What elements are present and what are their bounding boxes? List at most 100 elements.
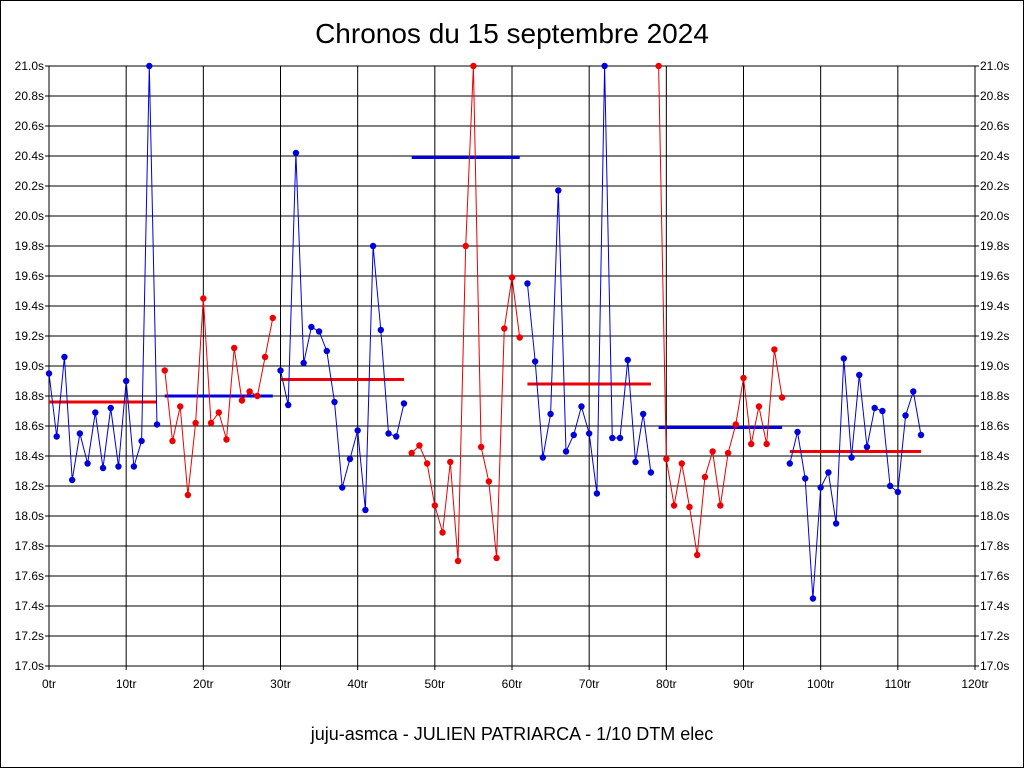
data-point xyxy=(447,458,454,466)
data-point xyxy=(840,355,848,362)
y-tick-label-right: 17.6s xyxy=(980,569,1009,583)
data-point xyxy=(184,491,192,499)
y-tick-label-right: 21.0s xyxy=(980,59,1009,73)
data-point xyxy=(894,488,902,496)
y-tick-label: 19.4s xyxy=(15,299,44,313)
data-point xyxy=(431,502,439,509)
data-point xyxy=(902,412,909,419)
data-point xyxy=(562,448,570,455)
data-point xyxy=(585,430,593,437)
y-tick-label: 18.4s xyxy=(15,449,44,463)
data-point xyxy=(277,367,284,374)
x-tick-label: 40tr xyxy=(347,677,368,691)
y-tick-label: 20.4s xyxy=(15,149,44,163)
y-tick-label: 18.0s xyxy=(15,509,44,523)
data-point xyxy=(817,484,824,491)
y-tick-label: 19.2s xyxy=(15,329,44,343)
y-tick-label: 17.4s xyxy=(15,599,44,613)
y-tick-label: 20.0s xyxy=(15,209,44,223)
data-point xyxy=(454,557,462,565)
y-tick-label: 19.0s xyxy=(15,359,44,373)
y-tick-label-right: 19.4s xyxy=(980,299,1009,313)
data-point xyxy=(138,437,145,445)
data-point xyxy=(300,359,307,367)
data-point xyxy=(809,595,817,602)
data-point xyxy=(748,440,755,448)
data-point xyxy=(84,460,91,467)
y-tick-label: 17.2s xyxy=(15,629,44,643)
data-point xyxy=(393,433,400,440)
data-point xyxy=(485,478,493,485)
data-point xyxy=(493,554,500,562)
data-point xyxy=(655,62,662,70)
y-tick-label-right: 18.0s xyxy=(980,509,1009,523)
data-point xyxy=(578,403,585,410)
data-point xyxy=(377,326,385,334)
x-tick-label: 120tr xyxy=(961,677,988,691)
data-point xyxy=(354,427,361,434)
y-tick-label-right: 17.4s xyxy=(980,599,1009,613)
data-point xyxy=(539,454,547,461)
data-point xyxy=(169,437,176,445)
y-tick-label: 20.2s xyxy=(15,179,44,193)
y-tick-label-right: 20.4s xyxy=(980,149,1009,163)
y-tick-label: 19.6s xyxy=(15,269,44,283)
chart-title: Chronos du 15 septembre 2024 xyxy=(315,18,709,49)
y-tick-label-right: 20.0s xyxy=(980,209,1009,223)
y-tick-label-right: 17.0s xyxy=(980,659,1009,673)
series-line xyxy=(789,358,922,599)
data-point xyxy=(732,421,739,428)
data-point xyxy=(122,377,130,385)
data-point xyxy=(400,400,408,407)
y-tick-label-right: 18.2s xyxy=(980,479,1009,493)
data-point xyxy=(516,334,523,341)
data-point xyxy=(68,476,76,484)
data-point xyxy=(200,295,207,302)
data-point xyxy=(92,409,99,416)
data-point xyxy=(339,484,346,491)
data-point xyxy=(547,410,554,418)
data-point xyxy=(176,403,184,410)
data-point xyxy=(99,464,107,472)
y-tick-label-right: 17.2s xyxy=(980,629,1009,643)
data-point xyxy=(161,367,168,374)
x-tick-label: 0tr xyxy=(42,677,56,691)
data-point xyxy=(601,62,608,70)
data-point xyxy=(423,460,431,467)
data-point xyxy=(408,449,415,457)
data-point xyxy=(531,358,539,365)
data-point xyxy=(639,410,647,418)
data-point xyxy=(616,434,624,442)
data-point xyxy=(346,455,354,463)
data-point xyxy=(223,436,230,443)
data-point xyxy=(107,404,114,412)
x-tick-label: 110tr xyxy=(885,677,911,691)
data-point xyxy=(763,440,770,448)
data-point xyxy=(740,374,747,382)
data-point xyxy=(246,388,253,395)
data-point xyxy=(663,455,670,463)
data-point xyxy=(917,431,925,439)
x-tick-label: 80tr xyxy=(656,677,677,691)
data-point xyxy=(825,469,832,476)
data-point xyxy=(462,242,469,250)
x-tick-label: 100tr xyxy=(807,677,834,691)
data-point xyxy=(153,421,161,428)
data-point xyxy=(269,314,276,322)
data-point xyxy=(694,551,701,559)
y-tick-label-right: 19.6s xyxy=(980,269,1009,283)
data-point xyxy=(871,404,878,412)
data-point xyxy=(709,448,716,455)
data-point xyxy=(879,407,886,415)
data-point xyxy=(717,502,724,509)
data-point xyxy=(670,502,678,509)
x-tick-label: 70tr xyxy=(579,677,600,691)
x-tick-label: 50tr xyxy=(424,677,445,691)
data-point xyxy=(115,463,122,470)
data-point xyxy=(238,397,246,404)
data-point xyxy=(647,469,655,476)
data-point xyxy=(832,520,840,527)
data-point xyxy=(678,460,685,467)
data-point xyxy=(308,323,315,331)
data-point xyxy=(593,490,601,497)
